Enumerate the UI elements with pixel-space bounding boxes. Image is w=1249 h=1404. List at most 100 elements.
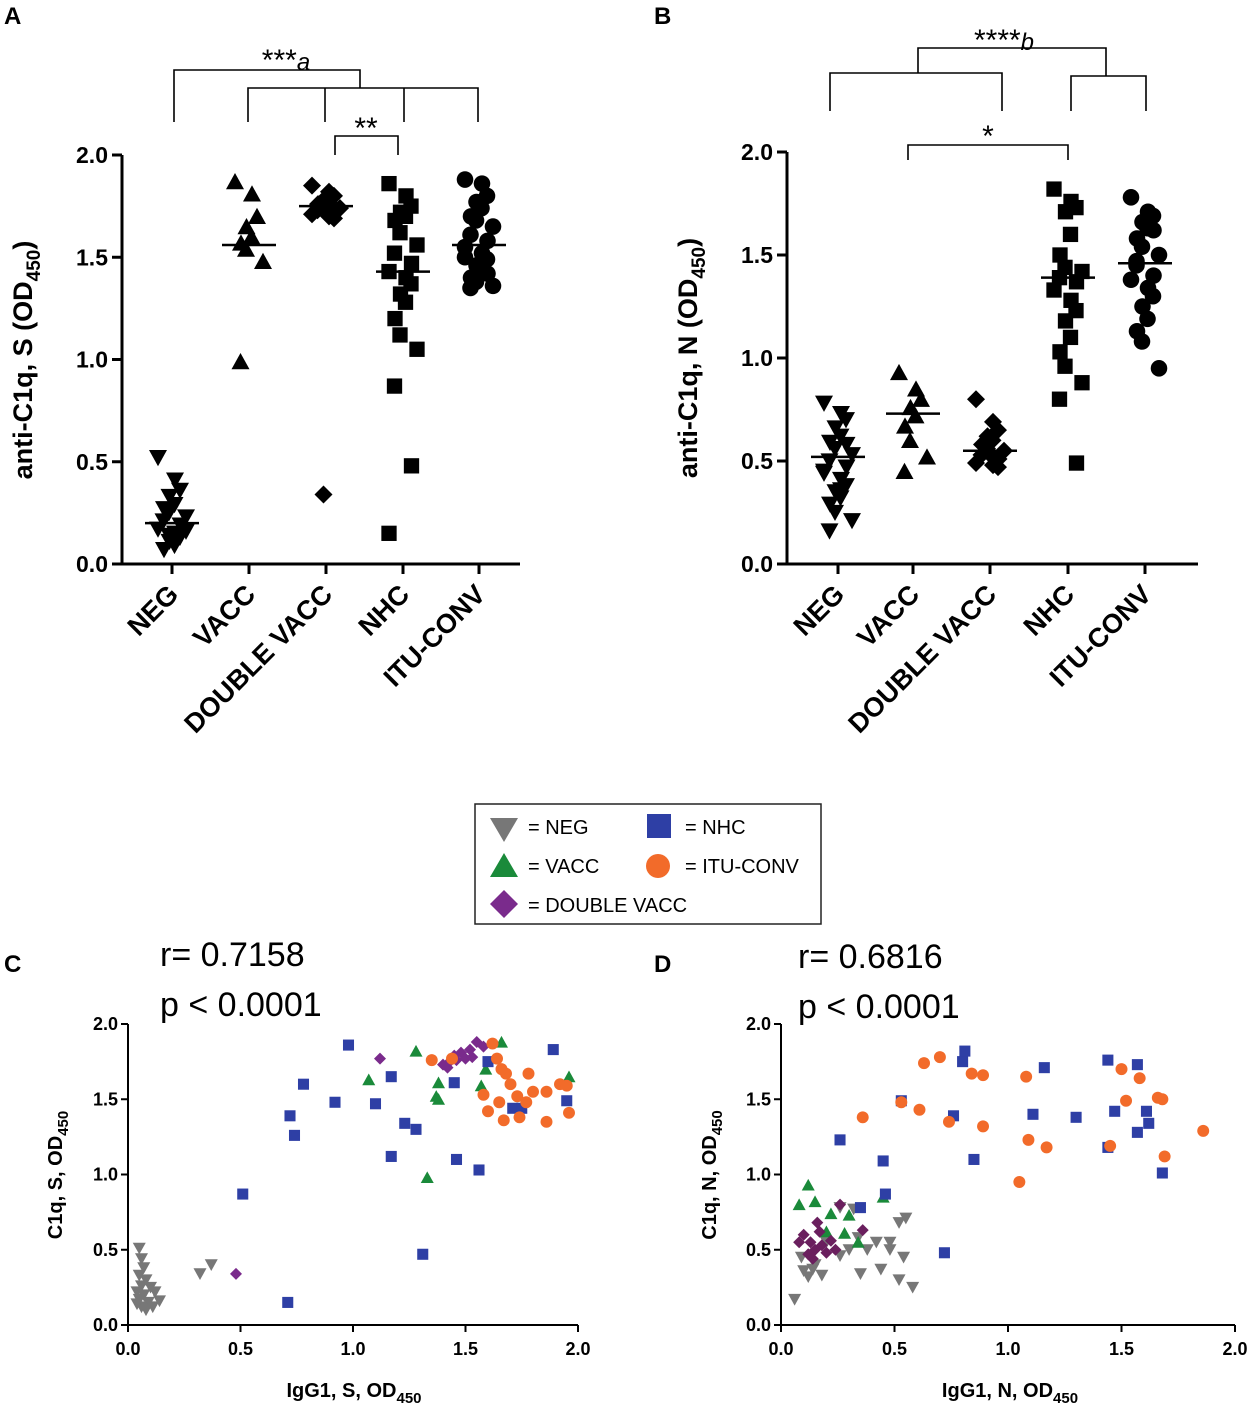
panel-a-bracket-group xyxy=(247,87,479,122)
scatter-point xyxy=(230,1267,242,1280)
y-tick-label: 0.5 xyxy=(741,448,773,474)
x-tick-label: 1.0 xyxy=(995,1339,1020,1359)
scatter-point xyxy=(959,1045,971,1057)
scatter-point xyxy=(491,1052,503,1065)
scatter-point xyxy=(842,1208,856,1221)
scatter-point xyxy=(479,1062,493,1075)
scatter-point xyxy=(899,1212,913,1225)
data-point xyxy=(479,265,496,282)
x-tick-label: 0.5 xyxy=(882,1339,907,1359)
data-point xyxy=(843,513,861,530)
scatter-point xyxy=(856,1111,869,1124)
scatter-point xyxy=(877,1155,889,1167)
y-tick-label: 0.0 xyxy=(76,551,108,577)
scatter-point xyxy=(540,1115,553,1128)
scatter-point xyxy=(448,1077,460,1089)
y-tick-label: 1.5 xyxy=(741,242,773,268)
scatter-point xyxy=(892,1274,906,1287)
panel-letter-c: C xyxy=(4,951,21,978)
scatter-point xyxy=(1013,1176,1026,1189)
y-tick-label: 2.0 xyxy=(93,1014,118,1034)
scatter-point xyxy=(854,1202,866,1214)
panel-b-y-axis-title: anti-C1q, N (OD450) xyxy=(673,238,710,478)
data-point xyxy=(171,482,189,499)
panel-a-bracket-outer xyxy=(173,69,361,122)
data-point xyxy=(484,218,502,235)
data-point xyxy=(983,447,1002,466)
scatter-point xyxy=(806,1252,819,1265)
scatter-point xyxy=(977,1069,990,1082)
scatter-point xyxy=(1038,1062,1050,1074)
scatter-point xyxy=(560,1079,573,1092)
y-tick-label: 1.5 xyxy=(76,244,108,270)
scatter-point xyxy=(813,1225,826,1238)
x-tick-label: 1.5 xyxy=(453,1339,478,1359)
data-point xyxy=(149,450,167,467)
scatter-point xyxy=(409,1044,423,1057)
y-tick-label: 1.5 xyxy=(746,1089,771,1109)
scatter-point xyxy=(385,1150,397,1162)
scatter-point xyxy=(527,1085,539,1098)
scatter-point xyxy=(474,1079,488,1092)
scatter-point xyxy=(824,1234,837,1247)
x-tick-label: 0.0 xyxy=(768,1339,793,1359)
scatter-point xyxy=(139,1274,153,1287)
scatter-point xyxy=(977,1120,990,1133)
panel-b-bracket-vacc-nhc xyxy=(907,144,1069,160)
panel-c-p-value: p < 0.0001 xyxy=(160,986,322,1024)
legend-vacc-marker xyxy=(490,853,518,877)
scatter-point xyxy=(933,1051,946,1064)
x-tick-label: 0.5 xyxy=(228,1339,253,1359)
data-point xyxy=(456,248,474,266)
panel-c-scatter: r= 0.7158 p < 0.0001 0.0 0.5 1.0 1.5 2.0 0.0 0… xyxy=(45,936,591,1404)
data-point xyxy=(166,472,184,489)
scatter-point xyxy=(856,1224,869,1237)
scatter-point xyxy=(139,1304,153,1317)
data-point xyxy=(1150,246,1168,264)
x-tick-label: 2.0 xyxy=(565,1339,590,1359)
data-point xyxy=(303,205,321,224)
scatter-point xyxy=(547,1044,559,1056)
data-point xyxy=(978,431,997,450)
category-label: NEG xyxy=(122,579,185,642)
data-point xyxy=(149,521,167,538)
y-tick-label: 2.0 xyxy=(741,139,773,165)
data-point xyxy=(967,390,985,409)
scatter-point xyxy=(1156,1093,1169,1106)
data-point xyxy=(1133,333,1151,350)
scatter-point xyxy=(399,1117,411,1129)
y-tick-label: 1.0 xyxy=(76,347,108,373)
scatter-point xyxy=(1020,1070,1033,1083)
scatter-point xyxy=(788,1293,802,1306)
scatter-point xyxy=(204,1259,218,1271)
scatter-point xyxy=(297,1078,310,1090)
scatter-point xyxy=(1022,1133,1035,1146)
category-label: VACC xyxy=(851,579,925,653)
scatter-point xyxy=(450,1153,463,1165)
legend-neg-marker xyxy=(490,818,518,842)
y-tick-label: 1.0 xyxy=(746,1165,771,1185)
panel-letter-a: A xyxy=(4,3,21,30)
scatter-point xyxy=(853,1268,867,1281)
data-point xyxy=(918,448,936,465)
scatter-point xyxy=(516,1102,528,1114)
data-point xyxy=(243,185,261,202)
data-point xyxy=(1046,282,1062,298)
data-point xyxy=(160,505,178,522)
legend-nhc-label: = NHC xyxy=(685,817,746,839)
data-point xyxy=(386,378,403,394)
scatter-point xyxy=(806,1263,820,1276)
data-point xyxy=(1122,271,1140,288)
scatter-point xyxy=(132,1269,146,1282)
scatter-point xyxy=(540,1085,553,1098)
data-point xyxy=(831,428,850,445)
data-point xyxy=(397,294,414,310)
scatter-point xyxy=(918,1057,930,1070)
scatter-point xyxy=(193,1268,207,1281)
category-label: NEG xyxy=(788,579,851,642)
data-point xyxy=(242,228,261,245)
data-point xyxy=(237,240,255,257)
scatter-point xyxy=(834,1198,847,1211)
data-point xyxy=(392,225,408,241)
scatter-point xyxy=(374,1052,386,1065)
